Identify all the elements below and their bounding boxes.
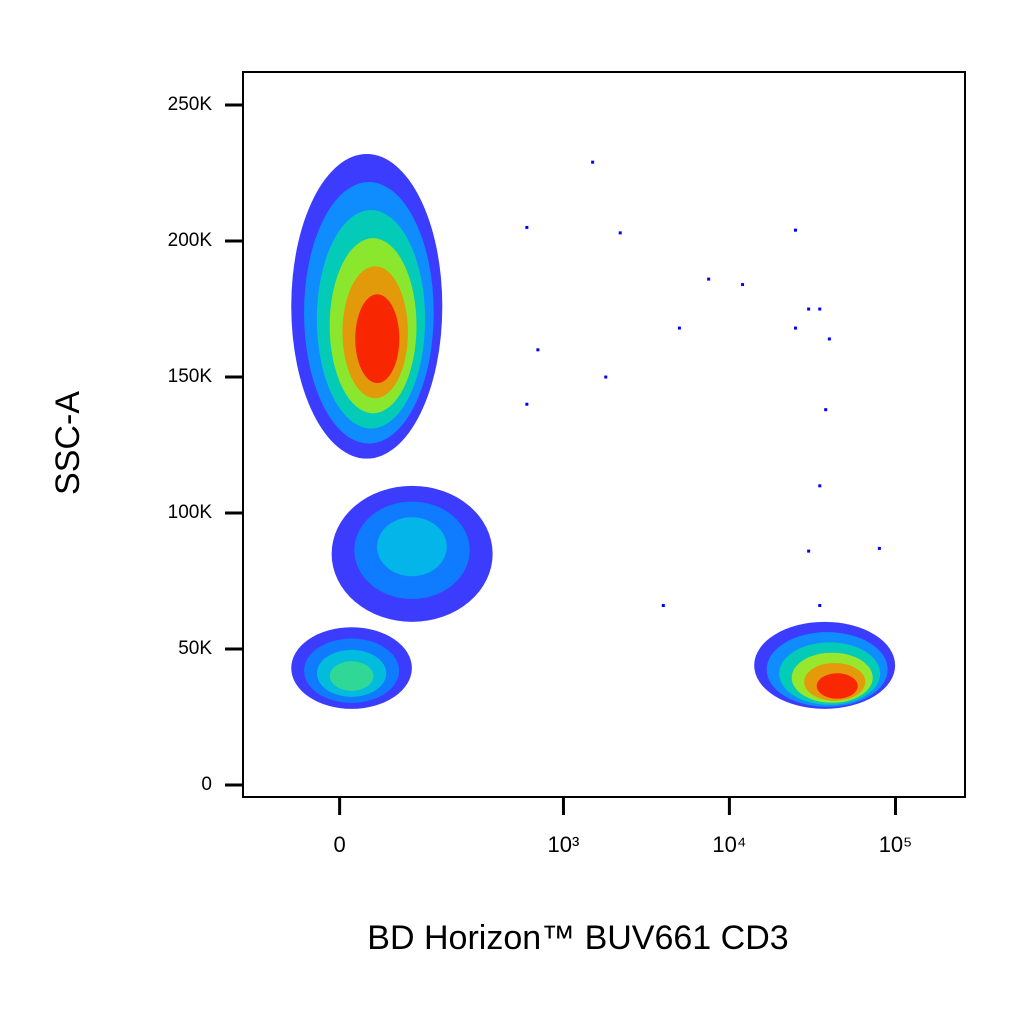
- scatter-point: [827, 337, 831, 341]
- scatter-point: [677, 326, 681, 330]
- x-tick-label: 10⁵: [879, 832, 913, 857]
- y-axis-label: SSC-A: [49, 391, 87, 495]
- y-tick-label: 200K: [168, 230, 213, 251]
- scatter-point: [807, 549, 811, 553]
- plot-frame: [242, 71, 966, 798]
- scatter-point: [824, 408, 828, 412]
- x-tick-label: 10³: [548, 832, 580, 857]
- scatter-point: [818, 604, 822, 608]
- y-tick-label: 0: [201, 774, 212, 795]
- density-layer: [377, 517, 447, 577]
- scatter-point: [793, 326, 797, 330]
- x-tick-label: 0: [334, 832, 346, 857]
- scatter-point: [591, 160, 595, 164]
- density-layer: [816, 673, 858, 699]
- x-axis-label: BD Horizon™ BUV661 CD3: [367, 919, 788, 957]
- y-tick-label: 100K: [168, 502, 213, 523]
- y-tick-label: 250K: [168, 94, 213, 115]
- scatter-point: [661, 604, 665, 608]
- scatter-point: [707, 277, 711, 281]
- scatter-point: [741, 283, 745, 287]
- scatter-point: [807, 307, 811, 311]
- density-layer: [329, 661, 374, 691]
- density-layer: [355, 294, 400, 384]
- y-tick-label: 150K: [168, 366, 213, 387]
- y-tick-label: 50K: [178, 638, 212, 659]
- scatter-point: [818, 484, 822, 488]
- scatter-point: [618, 231, 622, 235]
- scatter-point: [525, 402, 529, 406]
- scatter-point: [525, 225, 529, 229]
- scatter-point: [793, 228, 797, 232]
- scatter-point: [818, 307, 822, 311]
- scatter-point: [536, 348, 540, 352]
- x-tick-label: 10⁴: [712, 832, 746, 857]
- scatter-point: [877, 546, 881, 550]
- scatter-point: [604, 375, 608, 379]
